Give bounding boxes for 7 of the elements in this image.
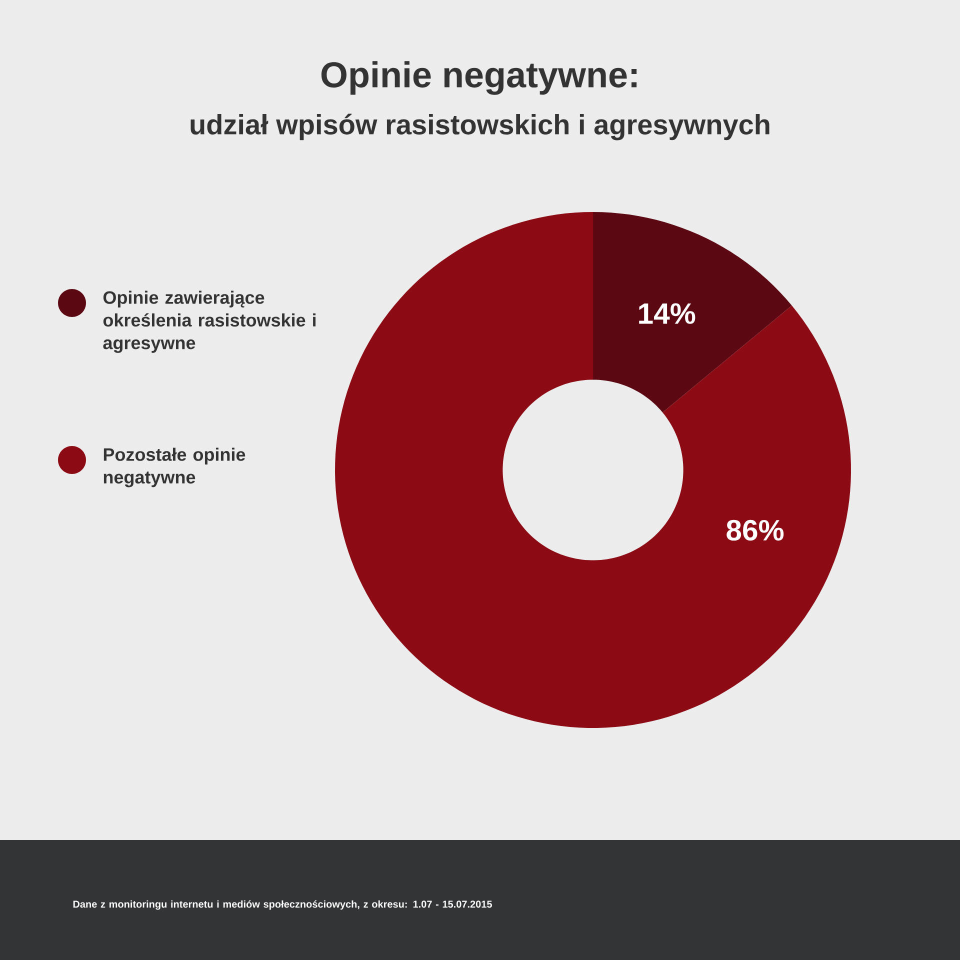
chart-title: Opinie negatywne: — [321, 61, 637, 95]
data-label: 86% — [726, 520, 784, 541]
legend-label: Pozostałe opinie negatywne — [104, 448, 246, 488]
text: Dane z monitoringu internetu i mediów społecznościowych, z okresu: 1.07 - 15.07.2015 — [73, 900, 492, 910]
chart-subtitle: udział wpisów rasistowskich i agresywnych — [190, 114, 770, 140]
legend-label: Opinie zawierające określenia rasistowskie i agresywne — [103, 290, 316, 353]
data-label: 14% — [639, 303, 696, 324]
